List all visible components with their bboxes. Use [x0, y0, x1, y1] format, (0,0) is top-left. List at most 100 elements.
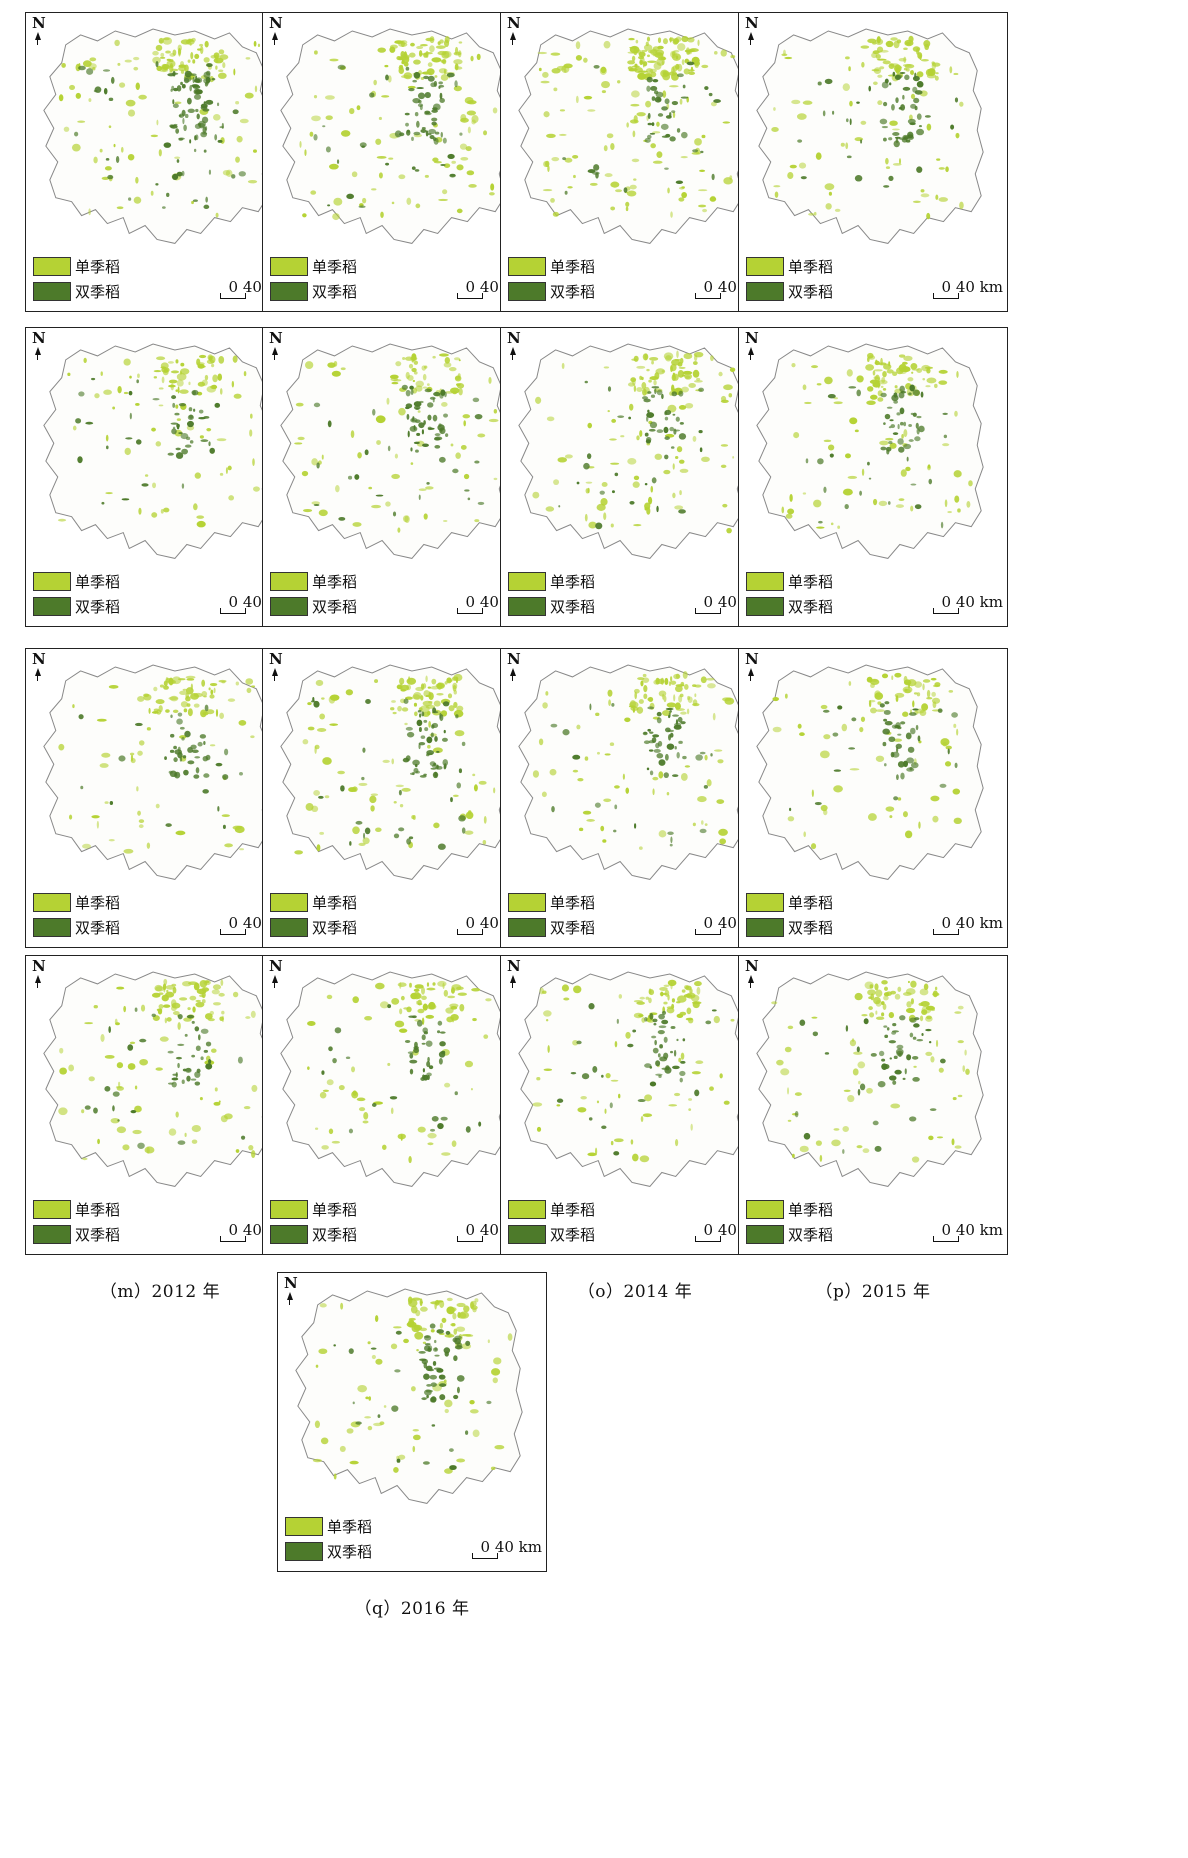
single-season-rice-patch: [951, 1138, 955, 1146]
legend-item-double: 双季稻: [508, 1222, 595, 1247]
single-season-rice-patch: [680, 772, 688, 781]
single-season-rice-patch: [720, 49, 727, 57]
single-season-rice-patch: [848, 66, 851, 72]
double-season-rice-patch: [224, 748, 229, 756]
map-panel: N 单季稻 双季稻 0 40 km （o）2014 年: [500, 955, 770, 1302]
double-season-rice-patch: [899, 421, 904, 426]
single-season-rice-patch: [913, 1065, 917, 1068]
single-season-rice-patch: [634, 63, 638, 68]
double-season-rice-patch: [845, 1025, 849, 1032]
double-season-rice-patch: [650, 85, 658, 91]
double-season-rice-patch: [325, 146, 331, 153]
double-season-rice-patch: [422, 1461, 430, 1465]
double-season-rice-patch: [654, 96, 662, 103]
double-season-rice-patch: [179, 757, 183, 762]
scale-text: 0 40 km: [941, 278, 1003, 296]
legend-label-double: 双季稻: [550, 283, 596, 301]
double-season-rice-patch: [394, 130, 402, 138]
single-season-rice-patch: [935, 194, 939, 200]
single-season-rice-patch: [158, 149, 162, 157]
single-season-rice-patch: [213, 52, 220, 59]
single-season-rice-patch: [682, 671, 688, 679]
single-season-rice-patch: [376, 155, 387, 159]
double-season-rice-patch: [434, 735, 438, 742]
scale-tick-left: [933, 929, 934, 935]
single-season-rice-patch: [781, 53, 788, 57]
single-season-rice-patch: [866, 1087, 873, 1094]
single-season-rice-patch: [192, 1006, 196, 1013]
double-season-rice-patch: [387, 445, 391, 452]
single-season-rice-patch: [250, 735, 255, 739]
single-season-rice-patch: [658, 830, 667, 838]
single-season-rice-patch: [584, 756, 589, 761]
double-season-rice-patch: [675, 719, 679, 726]
double-season-rice-patch: [205, 1041, 212, 1047]
double-season-rice-patch: [888, 1075, 897, 1081]
single-season-rice-patch: [583, 95, 593, 100]
single-season-rice-patch: [457, 50, 462, 58]
double-season-rice-patch: [177, 1062, 180, 1069]
double-season-rice-patch: [617, 415, 625, 418]
single-season-rice-patch: [871, 69, 880, 72]
legend: 单季稻 双季稻: [508, 254, 595, 304]
single-season-rice-patch: [161, 994, 169, 1002]
double-season-rice-patch: [422, 443, 429, 448]
double-season-rice-patch: [327, 204, 331, 207]
map-panel: N 单季稻 双季稻 0 40 km （p）2015 年: [738, 955, 1008, 1302]
double-season-rice-patch: [239, 771, 243, 776]
double-season-rice-patch: [592, 1065, 598, 1073]
double-season-rice-patch: [445, 433, 449, 437]
double-season-rice-patch: [173, 745, 177, 750]
single-season-rice-patch: [135, 82, 140, 91]
double-season-rice-patch: [837, 705, 843, 710]
double-season-rice-patch: [78, 391, 85, 397]
north-arrow-stem: [512, 354, 513, 360]
single-season-rice-patch: [190, 52, 194, 60]
scale-tick-right: [497, 1553, 498, 1559]
single-season-rice-patch: [875, 709, 885, 713]
province-outline: [43, 664, 271, 880]
double-season-rice-patch: [192, 76, 195, 84]
single-season-rice-patch: [436, 682, 443, 690]
single-season-rice-patch: [610, 1140, 614, 1146]
province-outline: [280, 343, 508, 559]
double-season-rice-patch: [891, 104, 895, 111]
single-season-rice-patch: [928, 1135, 934, 1141]
scale-line: [457, 298, 483, 299]
single-season-rice-patch: [885, 437, 894, 441]
single-season-rice-patch: [921, 703, 929, 711]
single-season-rice-patch: [828, 191, 833, 196]
single-season-rice-patch: [904, 830, 913, 839]
single-season-rice-patch: [875, 359, 878, 365]
single-season-rice-patch: [116, 1126, 127, 1134]
double-season-rice-patch: [642, 731, 648, 736]
single-season-rice-patch: [199, 435, 204, 439]
legend-item-double: 双季稻: [270, 915, 357, 940]
double-season-rice-patch: [651, 96, 656, 101]
single-season-rice-patch: [170, 999, 177, 1007]
single-season-rice-patch: [211, 363, 215, 368]
double-season-rice-patch: [420, 129, 427, 134]
single-season-rice-patch: [199, 1097, 203, 1101]
double-season-rice-patch: [401, 384, 408, 390]
single-season-rice-patch: [101, 752, 111, 758]
single-season-rice-patch: [879, 49, 889, 53]
single-season-rice-patch: [842, 1126, 849, 1132]
double-season-rice-patch: [658, 1074, 662, 1079]
double-season-rice-patch: [313, 503, 320, 506]
single-season-rice-patch: [307, 1021, 316, 1026]
double-season-rice-patch: [588, 1117, 593, 1121]
single-season-rice-patch: [885, 157, 889, 165]
double-season-rice-patch: [628, 416, 632, 420]
single-season-rice-patch: [315, 679, 324, 687]
scale-tick-left: [695, 293, 696, 299]
double-season-rice-patch: [333, 1344, 336, 1347]
double-season-rice-patch: [208, 169, 212, 175]
single-season-rice-patch: [691, 1071, 701, 1075]
double-season-rice-patch: [671, 110, 676, 114]
single-season-rice-patch: [690, 994, 700, 1002]
double-season-rice-patch: [184, 730, 191, 738]
single-season-rice-patch: [688, 383, 696, 388]
single-season-swatch: [33, 893, 71, 912]
single-season-rice-patch: [644, 353, 648, 361]
